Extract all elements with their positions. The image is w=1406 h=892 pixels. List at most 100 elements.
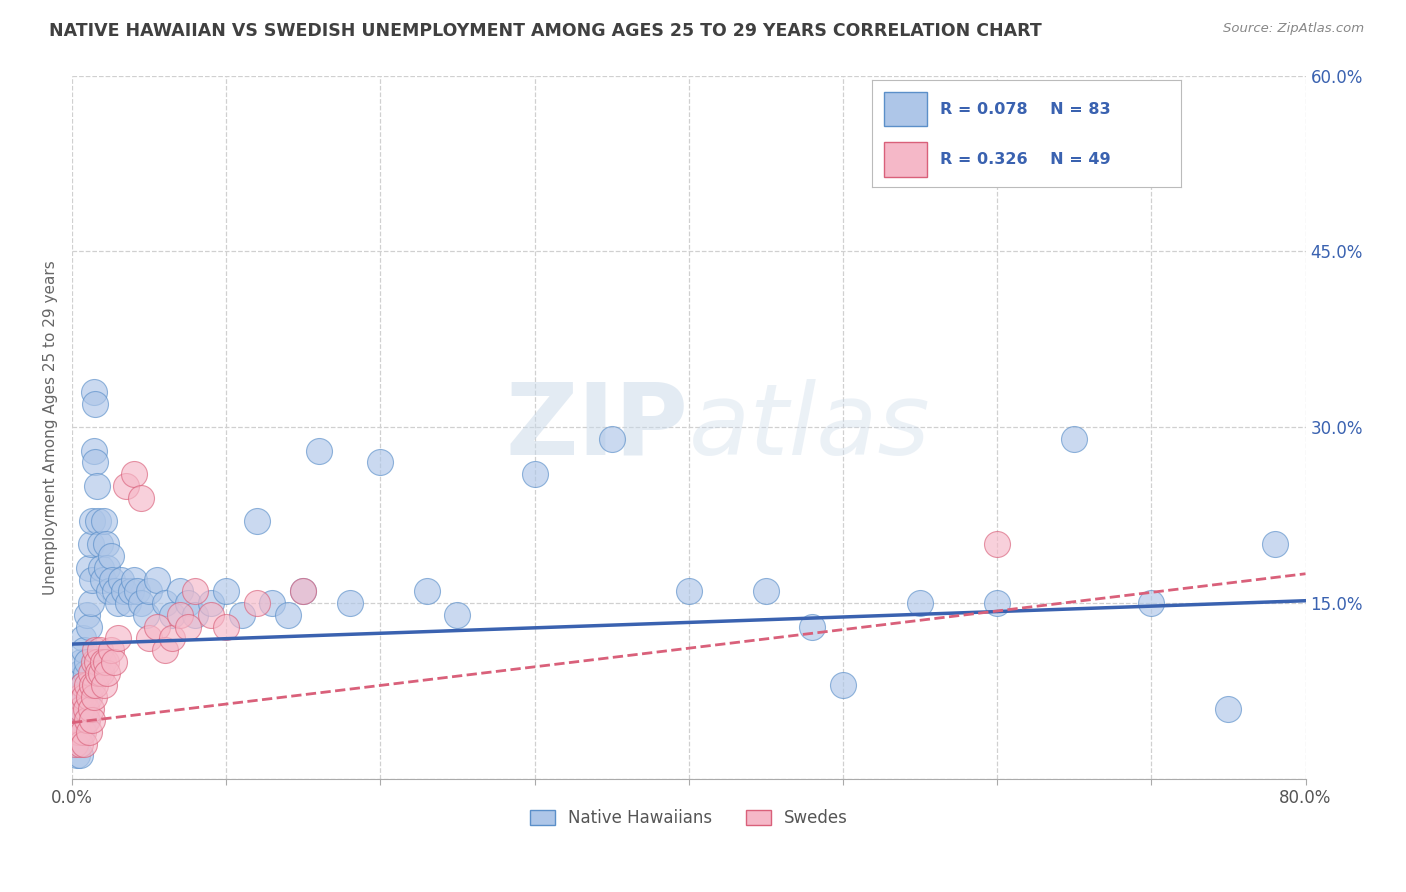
Point — [160, 607, 183, 622]
Point — [66, 748, 89, 763]
Point — [262, 596, 284, 610]
Point — [101, 573, 124, 587]
Point — [72, 678, 94, 692]
Point — [76, 714, 98, 728]
Point — [83, 385, 105, 400]
Point — [146, 573, 169, 587]
Point — [73, 690, 96, 704]
Legend: Native Hawaiians, Swedes: Native Hawaiians, Swedes — [523, 803, 855, 834]
Point — [83, 690, 105, 704]
Point — [91, 655, 114, 669]
Point — [169, 607, 191, 622]
Point — [84, 678, 107, 692]
Point — [69, 737, 91, 751]
Point — [67, 725, 90, 739]
Point — [91, 573, 114, 587]
Point — [73, 737, 96, 751]
Point — [96, 561, 118, 575]
Point — [87, 514, 110, 528]
Point — [755, 584, 778, 599]
Point — [832, 678, 855, 692]
Point — [90, 561, 112, 575]
Point — [131, 596, 153, 610]
Point — [77, 561, 100, 575]
Point — [138, 632, 160, 646]
Text: NATIVE HAWAIIAN VS SWEDISH UNEMPLOYMENT AMONG AGES 25 TO 29 YEARS CORRELATION CH: NATIVE HAWAIIAN VS SWEDISH UNEMPLOYMENT … — [49, 22, 1042, 40]
Point — [86, 479, 108, 493]
Point — [67, 725, 90, 739]
Point — [73, 690, 96, 704]
Point — [1063, 432, 1085, 446]
Point — [70, 655, 93, 669]
Text: Source: ZipAtlas.com: Source: ZipAtlas.com — [1223, 22, 1364, 36]
Point — [292, 584, 315, 599]
Point — [100, 643, 122, 657]
Point — [69, 748, 91, 763]
Point — [72, 632, 94, 646]
Point — [63, 737, 86, 751]
Point — [200, 596, 222, 610]
Point — [66, 714, 89, 728]
Point — [86, 655, 108, 669]
Point — [114, 584, 136, 599]
Point — [986, 537, 1008, 551]
Point — [75, 714, 97, 728]
Point — [103, 655, 125, 669]
Point — [69, 701, 91, 715]
Point — [89, 537, 111, 551]
Point — [75, 701, 97, 715]
Point — [120, 584, 142, 599]
Bar — [884, 143, 928, 177]
Point — [72, 725, 94, 739]
Point — [90, 666, 112, 681]
Point — [246, 596, 269, 610]
Point — [73, 643, 96, 657]
Point — [70, 725, 93, 739]
Point — [184, 607, 207, 622]
Point — [72, 714, 94, 728]
Point — [77, 725, 100, 739]
Point — [80, 573, 103, 587]
Point — [117, 596, 139, 610]
Point — [215, 619, 238, 633]
Point — [70, 690, 93, 704]
Point — [63, 737, 86, 751]
Point — [176, 596, 198, 610]
Point — [292, 584, 315, 599]
Point — [84, 643, 107, 657]
Text: atlas: atlas — [689, 379, 931, 475]
Point — [308, 443, 330, 458]
Point — [600, 432, 623, 446]
Point — [125, 584, 148, 599]
Point — [107, 596, 129, 610]
Point — [83, 655, 105, 669]
Point — [339, 596, 361, 610]
Point — [801, 619, 824, 633]
Point — [80, 514, 103, 528]
Point — [138, 584, 160, 599]
Point — [70, 701, 93, 715]
Point — [79, 666, 101, 681]
Point — [80, 714, 103, 728]
Point — [153, 643, 176, 657]
Point — [370, 455, 392, 469]
Point — [1218, 701, 1240, 715]
Point — [277, 607, 299, 622]
Point — [94, 537, 117, 551]
Text: R = 0.078    N = 83: R = 0.078 N = 83 — [939, 102, 1111, 117]
Point — [100, 549, 122, 564]
Point — [160, 632, 183, 646]
Point — [146, 619, 169, 633]
Point — [107, 632, 129, 646]
Point — [77, 619, 100, 633]
Point — [69, 690, 91, 704]
Point — [122, 573, 145, 587]
Point — [1264, 537, 1286, 551]
Text: ZIP: ZIP — [506, 379, 689, 475]
Point — [446, 607, 468, 622]
Point — [131, 491, 153, 505]
Point — [215, 584, 238, 599]
Point — [76, 655, 98, 669]
Y-axis label: Unemployment Among Ages 25 to 29 years: Unemployment Among Ages 25 to 29 years — [44, 260, 58, 595]
Text: R = 0.326    N = 49: R = 0.326 N = 49 — [939, 152, 1111, 167]
